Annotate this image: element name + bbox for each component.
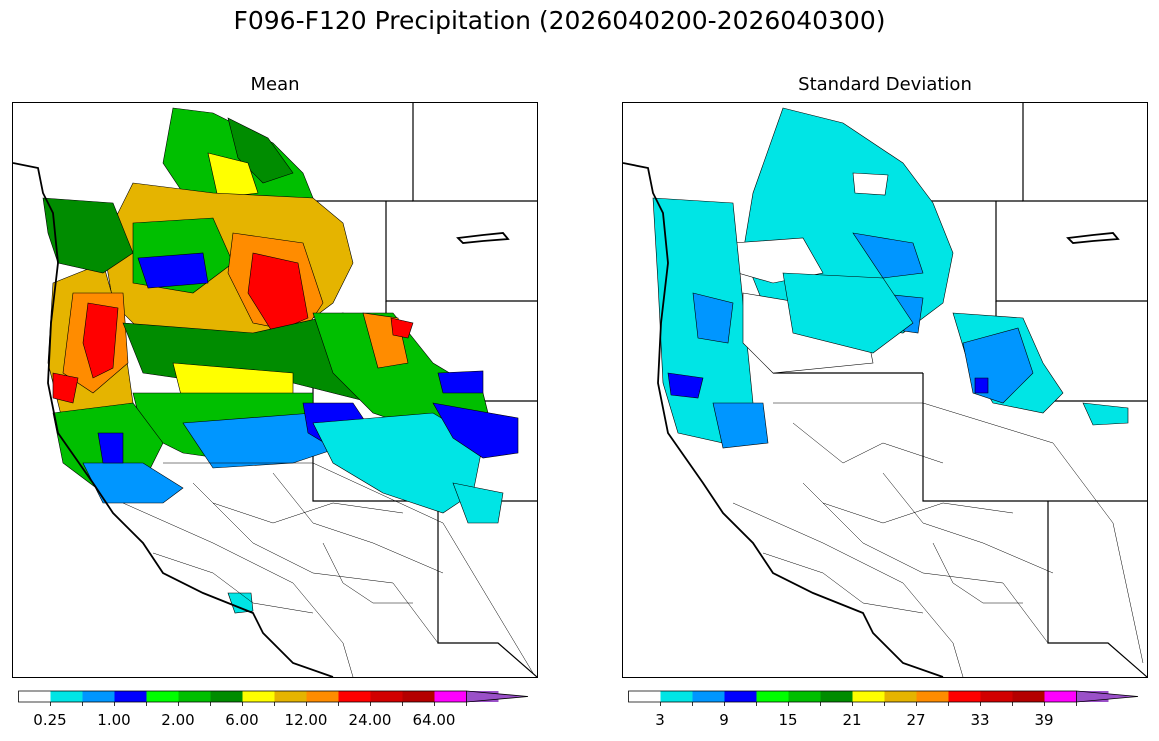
colorbar-segment [756, 691, 789, 702]
colorbar-segment [18, 691, 51, 702]
std-cyan-co [1082, 402, 1129, 426]
std-blue-sw [667, 372, 704, 399]
colorbar-segment [434, 691, 467, 702]
colorbar-segment [82, 691, 115, 702]
basin-darkgreen-north [227, 117, 294, 184]
colorbar-segment [50, 691, 83, 702]
std-colorbar [628, 690, 1139, 706]
std-blue-ca [712, 402, 769, 449]
basin-outlines-south [122, 462, 534, 677]
colorbar-extend-arrow [1076, 690, 1139, 703]
basin-cyan-sca [227, 592, 254, 614]
basin-blue-co [432, 402, 519, 459]
colorbar-segment [916, 691, 949, 702]
mean-map [12, 102, 538, 678]
colorbar-segment [178, 691, 211, 702]
colorbar-tick-label: 15 [778, 711, 798, 729]
std-darkblue-east [974, 377, 989, 394]
colorbar-tick-label: 64.00 [412, 711, 456, 729]
colorbar-segment [210, 691, 243, 702]
colorbar-segment [948, 691, 981, 702]
colorbar-segment [724, 691, 757, 702]
colorbar-tick-label: 1.00 [97, 711, 131, 729]
colorbar-segment [1012, 691, 1045, 702]
std-basins [652, 107, 1129, 449]
basin-red-coast [52, 372, 79, 404]
basin-blue-ne [437, 370, 484, 394]
colorbar-segment [788, 691, 821, 702]
colorbar-segment [660, 691, 693, 702]
basin-yellow-north [207, 152, 259, 199]
colorbar-segment [628, 691, 661, 702]
std-blue-mid [852, 232, 924, 279]
colorbar-segment [980, 691, 1013, 702]
basin-outlines-south [732, 402, 1144, 677]
colorbar-segment [402, 691, 435, 702]
colorbar-segment [820, 691, 853, 702]
colorbar-tick-label: 2.00 [161, 711, 195, 729]
basin-blue-ca [82, 462, 184, 504]
colorbar-tick-label: 21 [842, 711, 862, 729]
colorbar-segment [242, 691, 275, 702]
std-white-north [852, 172, 889, 196]
basin-red-east [390, 317, 414, 339]
colorbar-tick-label: 0.25 [33, 711, 67, 729]
basin-red-or [82, 302, 119, 379]
colorbar-segment [306, 691, 339, 702]
colorbar-tick-label: 3 [655, 711, 665, 729]
figure-title: F096-F120 Precipitation (2026040200-2026… [233, 6, 886, 35]
coastline [13, 162, 510, 677]
coastline [623, 162, 1120, 677]
colorbar-segment [884, 691, 917, 702]
colorbar-tick-label: 9 [719, 711, 729, 729]
basin-blue-ca2 [97, 432, 124, 464]
basin-blue-mid [137, 252, 209, 289]
colorbar-extend-arrow [466, 690, 529, 703]
colorbar-segment [692, 691, 725, 702]
colorbar-segment [1044, 691, 1077, 702]
colorbar-tick-label: 12.00 [284, 711, 328, 729]
colorbar-segment [338, 691, 371, 702]
colorbar-segment [114, 691, 147, 702]
std-blue-or [692, 292, 734, 344]
std-map [622, 102, 1148, 678]
colorbar-tick-label: 6.00 [225, 711, 259, 729]
mean-colorbar [18, 690, 529, 706]
mean-map-canvas [13, 103, 537, 677]
basin-darkgreen-wa [42, 197, 134, 274]
colorbar-segment [852, 691, 885, 702]
mean-panel-title: Mean [250, 74, 300, 95]
std-map-canvas [623, 103, 1147, 677]
colorbar-tick-label: 24.00 [348, 711, 392, 729]
colorbar-tick-label: 33 [970, 711, 990, 729]
colorbar-segment [146, 691, 179, 702]
std-panel-title: Standard Deviation [798, 74, 972, 95]
basin-cyan-colorado [452, 482, 504, 524]
colorbar-tick-label: 27 [906, 711, 926, 729]
colorbar-tick-label: 39 [1034, 711, 1054, 729]
colorbar-segment [274, 691, 307, 702]
colorbar-segment [370, 691, 403, 702]
precip-basins [42, 107, 519, 614]
std-cyan-central [782, 272, 914, 354]
